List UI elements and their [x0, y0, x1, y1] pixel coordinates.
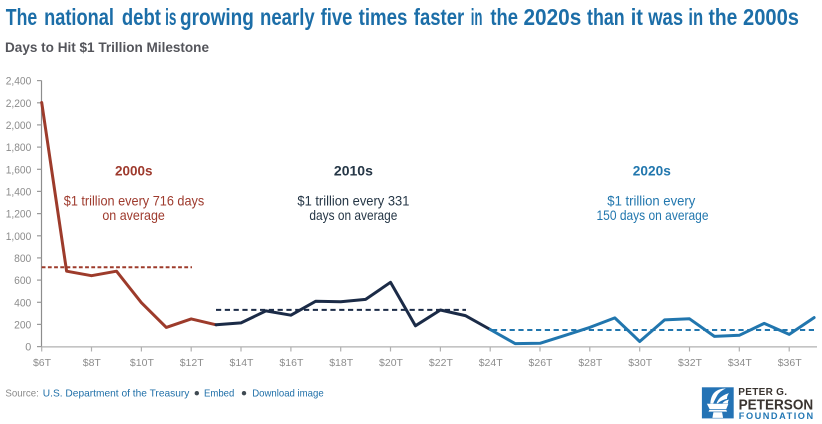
svg-text:2000s: 2000s [743, 4, 799, 30]
svg-text:was: was [647, 4, 683, 30]
svg-text:$24T: $24T [479, 357, 504, 369]
svg-text:150 days on average: 150 days on average [597, 207, 709, 223]
svg-text:$30T: $30T [628, 357, 653, 369]
svg-text:U.S. Department of the Treasur: U.S. Department of the Treasury [43, 388, 190, 399]
svg-text:2010s: 2010s [334, 163, 373, 179]
svg-text:Source:: Source: [5, 388, 39, 399]
svg-text:2000s: 2000s [115, 163, 153, 179]
svg-text:the: the [709, 4, 738, 30]
svg-text:five: five [321, 4, 353, 30]
svg-text:$6T: $6T [33, 357, 52, 369]
svg-text:800: 800 [14, 253, 31, 265]
svg-text:debt: debt [122, 4, 161, 30]
svg-text:1,200: 1,200 [6, 209, 32, 221]
svg-text:$28T: $28T [578, 357, 603, 369]
svg-text:Days to Hit $1 Trillion Milest: Days to Hit $1 Trillion Milestone [5, 39, 209, 55]
svg-text:PETERSON: PETERSON [739, 397, 814, 413]
svg-text:$1 trillion every 716 days: $1 trillion every 716 days [64, 192, 205, 208]
svg-text:it: it [631, 4, 643, 30]
svg-text:0: 0 [25, 342, 31, 354]
svg-text:Download image: Download image [252, 388, 324, 399]
svg-text:$16T: $16T [279, 357, 304, 369]
svg-text:1,000: 1,000 [6, 231, 32, 243]
svg-text:2020s: 2020s [633, 163, 671, 179]
svg-text:2020s: 2020s [524, 4, 582, 30]
svg-text:FOUNDATION: FOUNDATION [739, 411, 814, 421]
svg-text:days on average: days on average [309, 207, 397, 223]
svg-text:$1 trillion every 331: $1 trillion every 331 [297, 192, 409, 208]
svg-text:times: times [359, 4, 408, 30]
svg-text:$10T: $10T [130, 357, 155, 369]
svg-text:in: in [471, 4, 483, 30]
svg-text:$12T: $12T [180, 357, 205, 369]
svg-text:2,200: 2,200 [6, 98, 32, 110]
svg-text:is: is [165, 4, 176, 30]
svg-text:national: national [44, 4, 114, 30]
svg-text:the: the [490, 4, 518, 30]
svg-text:growing: growing [180, 4, 254, 30]
svg-text:PETER G.: PETER G. [738, 387, 787, 398]
svg-text:$32T: $32T [678, 357, 703, 369]
svg-text:200: 200 [14, 319, 31, 331]
svg-text:Embed: Embed [204, 388, 235, 399]
svg-text:$36T: $36T [778, 357, 803, 369]
svg-text:$14T: $14T [230, 357, 255, 369]
svg-text:1,800: 1,800 [6, 142, 32, 154]
svg-text:in: in [688, 4, 703, 30]
svg-text:2,400: 2,400 [6, 76, 32, 88]
svg-text:$1 trillion every: $1 trillion every [607, 192, 695, 208]
svg-text:1,400: 1,400 [6, 186, 32, 198]
svg-text:$26T: $26T [529, 357, 554, 369]
svg-text:2,000: 2,000 [6, 120, 32, 132]
svg-text:$22T: $22T [429, 357, 454, 369]
svg-text:$8T: $8T [83, 357, 102, 369]
svg-text:than: than [587, 4, 625, 30]
svg-text:600: 600 [14, 275, 31, 287]
svg-text:400: 400 [14, 297, 31, 309]
svg-text:$34T: $34T [728, 357, 753, 369]
svg-text:on average: on average [102, 207, 165, 223]
svg-text:$20T: $20T [379, 357, 404, 369]
svg-text:$18T: $18T [329, 357, 354, 369]
svg-text:1,600: 1,600 [6, 164, 32, 176]
svg-text:nearly: nearly [260, 4, 315, 30]
svg-text:faster: faster [414, 4, 464, 30]
svg-text:The: The [6, 4, 37, 30]
